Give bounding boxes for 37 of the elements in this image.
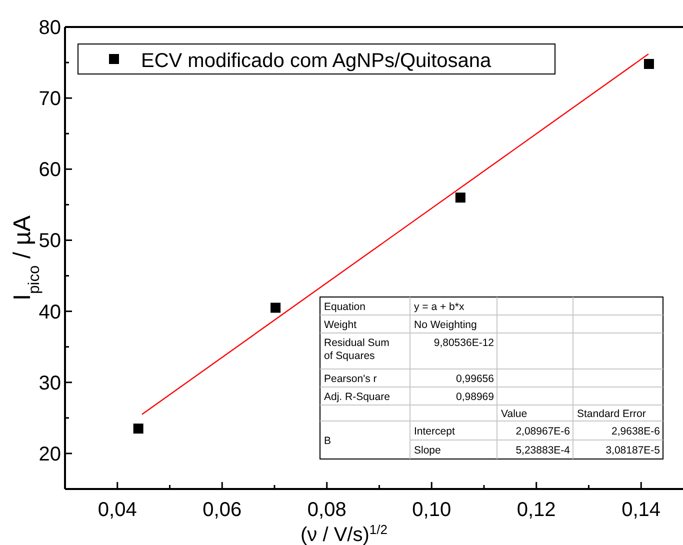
annotation: Value [501, 408, 528, 420]
x-tick-label: 0,04 [98, 499, 137, 521]
annotation: Weight [324, 319, 357, 331]
point [455, 192, 466, 203]
annotation: 3,08187E-5 [606, 444, 660, 456]
y-tick-label: 20 [38, 443, 61, 466]
legend-label: ECV modificado com AgNPs/Quitosana [141, 50, 492, 72]
y-tick-label: 60 [38, 159, 61, 182]
point [133, 424, 144, 434]
annotation: y = a + b*x [414, 301, 465, 313]
annotation: 5,23883E-4 [516, 444, 570, 456]
annotation: Intercept [414, 426, 455, 438]
x-axis-title: (ν / V/s)$^{1/2}$ [300, 522, 388, 545]
y-tick-label: 70 [38, 88, 61, 110]
annotation: Slope [414, 444, 442, 456]
annotation: B [324, 435, 332, 447]
annotation: Pearson's r [324, 373, 378, 385]
annotation: Adj. R-Square [324, 391, 390, 403]
point [644, 58, 654, 69]
annotation: Residual Sum of Squares [324, 337, 390, 362]
y-tick-label: 80 [38, 17, 61, 39]
annotation: Equation [324, 301, 366, 313]
y-tick-label: 30 [38, 372, 61, 394]
x-tick-label: 0,08 [307, 499, 346, 521]
y-tick-label: 40 [38, 301, 61, 324]
point [270, 302, 281, 313]
x-tick-label: 0,14 [622, 499, 661, 521]
annotation: 9,80536E-12 [434, 337, 494, 349]
annotation: 0,99656 [456, 373, 494, 385]
annotation: No Weighting [414, 319, 477, 331]
annotation: 0,98969 [456, 391, 494, 403]
x-tick-label: 0,12 [516, 499, 556, 521]
x-tick-label: 0,10 [412, 499, 452, 521]
x-tick-label: 0,06 [202, 499, 242, 521]
annotation: 2,9638E-6 [612, 426, 660, 438]
annotation: 2,08967E-6 [516, 426, 570, 438]
annotation: Standard Error [577, 408, 646, 420]
